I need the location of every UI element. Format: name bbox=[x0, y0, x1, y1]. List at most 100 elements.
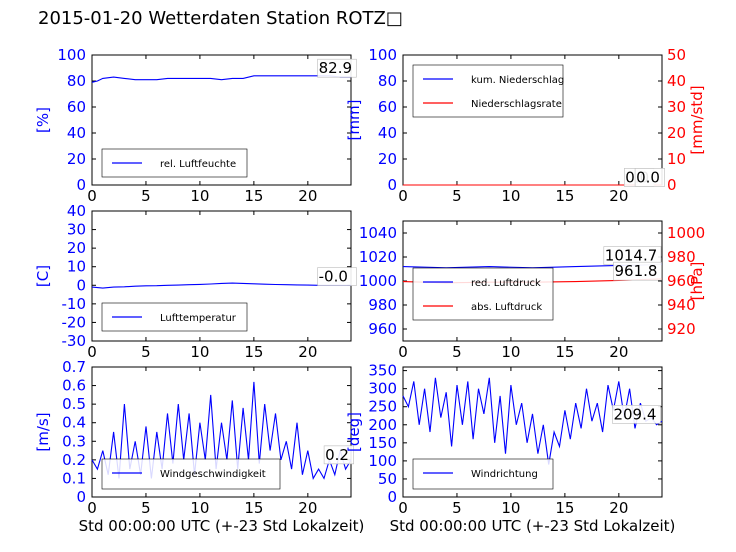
y-tick-label: 1040 bbox=[359, 224, 397, 242]
y-tick-label: 150 bbox=[368, 434, 397, 452]
x-tick-label: 10 bbox=[190, 343, 209, 361]
value-label: 209.4 bbox=[613, 405, 656, 423]
y-tick-label: 0.6 bbox=[62, 377, 86, 395]
y-tick-label: 0.1 bbox=[62, 469, 86, 487]
y-tick-label: 0.4 bbox=[62, 414, 86, 432]
x-tick-label: 15 bbox=[555, 499, 574, 517]
y2-tick-label: 980 bbox=[667, 248, 696, 266]
y-tick-label: 50 bbox=[378, 470, 397, 488]
y-tick-label: 0 bbox=[387, 176, 397, 194]
y2-axis-label: [mm/std] bbox=[688, 85, 706, 154]
x-tick-label: 15 bbox=[555, 343, 574, 361]
legend-label: Lufttemperatur bbox=[160, 313, 237, 324]
value-box bbox=[317, 267, 357, 286]
legend-box bbox=[412, 458, 554, 490]
y2-tick-label: 20 bbox=[667, 124, 686, 142]
x-tick-label: 20 bbox=[298, 187, 317, 205]
value-label: 1014.7 bbox=[605, 247, 658, 265]
y-axis-label: [mm] bbox=[345, 100, 363, 141]
y-tick-label: 20 bbox=[67, 239, 86, 257]
series-line-windrichtung bbox=[402, 377, 663, 465]
x-tick-label: 5 bbox=[452, 499, 462, 517]
y-tick-label: 80 bbox=[67, 72, 86, 90]
value-label: 0.2 bbox=[325, 446, 349, 464]
value-box bbox=[634, 168, 665, 187]
y-tick-label: 980 bbox=[368, 296, 397, 314]
value-box bbox=[612, 405, 661, 424]
y2-tick-label: 920 bbox=[667, 320, 696, 338]
x-tick-label: 20 bbox=[298, 499, 317, 517]
y-tick-label: -20 bbox=[62, 313, 87, 331]
x-tick-label: 20 bbox=[609, 499, 628, 517]
y-tick-label: 0 bbox=[76, 276, 86, 294]
y2-axis-label: [hPa] bbox=[688, 262, 706, 301]
legend-label: abs. Luftdruck bbox=[471, 302, 542, 313]
y2-tick-label: 1000 bbox=[667, 224, 705, 242]
value-box bbox=[613, 261, 662, 281]
y-tick-label: 0.5 bbox=[62, 395, 86, 413]
x-tick-label: 10 bbox=[501, 499, 520, 517]
y-axis-label: [m/s] bbox=[34, 412, 52, 451]
legend-box bbox=[101, 458, 281, 490]
y2-tick-label: 940 bbox=[667, 296, 696, 314]
y-axis-label: [deg] bbox=[345, 412, 363, 452]
y2-tick-label: 0 bbox=[667, 176, 677, 194]
y-tick-label: 40 bbox=[67, 124, 86, 142]
y-tick-label: 1020 bbox=[359, 248, 397, 266]
legend-box bbox=[412, 267, 554, 321]
x-tick-label: 0 bbox=[398, 187, 408, 205]
legend-label: Windgeschwindigkeit bbox=[160, 469, 266, 480]
y-tick-label: 0 bbox=[76, 176, 86, 194]
x-tick-label: 0 bbox=[87, 187, 97, 205]
y2-tick-label: 10 bbox=[667, 150, 686, 168]
x-tick-label: 5 bbox=[141, 343, 151, 361]
x-tick-label: 0 bbox=[398, 343, 408, 361]
series-line-windgeschwindigkeit bbox=[91, 381, 352, 480]
x-tick-label: 10 bbox=[190, 187, 209, 205]
y-tick-label: 0.3 bbox=[62, 432, 86, 450]
x-tick-label: 15 bbox=[244, 187, 263, 205]
x-tick-label: 5 bbox=[141, 187, 151, 205]
y-tick-label: 10 bbox=[67, 258, 86, 276]
x-tick-label: 20 bbox=[609, 187, 628, 205]
x-axis-label: Std 00:00:00 UTC (+-23 Std Lokalzeit) bbox=[79, 517, 365, 535]
y-tick-label: 80 bbox=[378, 72, 397, 90]
y-tick-label: -30 bbox=[62, 332, 87, 350]
y-tick-label: 40 bbox=[67, 202, 86, 220]
legend-box bbox=[412, 64, 564, 118]
y-tick-label: 350 bbox=[368, 362, 397, 380]
y-tick-label: 0 bbox=[387, 488, 397, 506]
y-tick-label: 0 bbox=[76, 488, 86, 506]
value-box bbox=[323, 445, 355, 465]
y-axis-label: [%] bbox=[34, 107, 52, 133]
series-line-rel-luftfeuchte bbox=[91, 75, 351, 83]
y-tick-label: 960 bbox=[368, 320, 397, 338]
x-tick-label: 20 bbox=[609, 343, 628, 361]
x-tick-label: 15 bbox=[244, 343, 263, 361]
value-label: 961.8 bbox=[615, 262, 658, 280]
x-tick-label: 20 bbox=[298, 343, 317, 361]
x-tick-label: 5 bbox=[141, 499, 151, 517]
legend-label: rel. Luftfeuchte bbox=[160, 159, 236, 170]
x-tick-label: 0 bbox=[398, 499, 408, 517]
x-tick-label: 10 bbox=[501, 187, 520, 205]
y-tick-label: 20 bbox=[378, 150, 397, 168]
y-tick-label: 60 bbox=[378, 98, 397, 116]
x-tick-label: 15 bbox=[555, 187, 574, 205]
y-tick-label: 300 bbox=[368, 380, 397, 398]
y-tick-label: 200 bbox=[368, 416, 397, 434]
x-tick-label: 5 bbox=[452, 187, 462, 205]
y-tick-label: 0.7 bbox=[62, 358, 86, 376]
y-tick-label: 30 bbox=[67, 221, 86, 239]
y-tick-label: 1000 bbox=[359, 272, 397, 290]
x-tick-label: 0 bbox=[87, 499, 97, 517]
y-tick-label: 100 bbox=[368, 46, 397, 64]
y-tick-label: 20 bbox=[67, 150, 86, 168]
legend-label: Windrichtung bbox=[471, 469, 538, 480]
x-tick-label: 5 bbox=[452, 343, 462, 361]
x-axis-label: Std 00:00:00 UTC (+-23 Std Lokalzeit) bbox=[390, 517, 676, 535]
legend-label: Niederschlagsrate bbox=[471, 99, 562, 110]
y2-tick-label: 40 bbox=[667, 72, 686, 90]
y2-tick-label: 50 bbox=[667, 46, 686, 64]
